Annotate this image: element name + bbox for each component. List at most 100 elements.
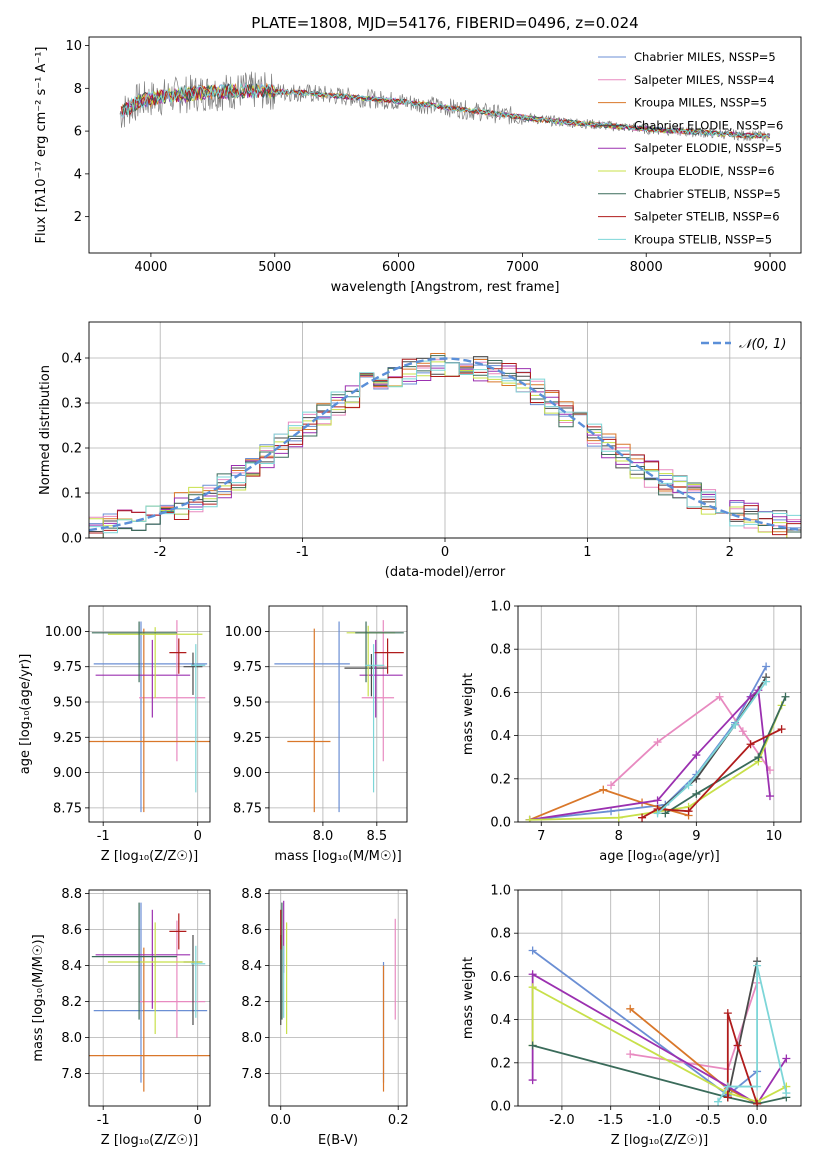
axes-frame xyxy=(517,605,802,823)
weight-marker-7 xyxy=(777,725,786,734)
x-tick-label: -2.0 xyxy=(549,1113,574,1128)
weight-marker-5 xyxy=(528,983,537,992)
y-tick-label: 0.0 xyxy=(490,816,511,831)
error-bars xyxy=(274,620,404,813)
weight-marker-0 xyxy=(762,662,771,671)
y-tick-label: 9.75 xyxy=(53,660,82,675)
error-bars xyxy=(280,900,396,1092)
mass-vs-metallicity-panel: -1 0 7.8 8.0 8.2 8.4 8.6 8.8 Z [log₁₀(Z/Z☉)] mass… xyxy=(31,887,211,1148)
y-tick-label: 8.2 xyxy=(241,995,262,1010)
x-tick-label: -1 xyxy=(296,545,309,560)
weight-line-7 xyxy=(726,1012,758,1105)
y-tick-label: 0.2 xyxy=(61,442,82,457)
x-tick-label: 5000 xyxy=(258,260,291,275)
mass-vs-ebv-panel: 0.0 0.2 7.8 8.0 8.2 8.4 8.6 8.8 E(B-V) xyxy=(241,887,408,1148)
weight-marker-7 xyxy=(733,1041,742,1050)
weight-marker-7 xyxy=(746,740,755,749)
y-tick-label: 8.6 xyxy=(61,923,82,938)
weight-marker-7 xyxy=(723,1093,732,1102)
error-bars xyxy=(89,620,210,813)
weight-marker-4 xyxy=(653,796,662,805)
mass-weight-vs-age-panel: 7 8 9 10 0.0 0.2 0.4 0.6 0.8 1.0 age [log₁₀(age/yr… xyxy=(461,600,802,864)
weight-line-6 xyxy=(664,696,787,815)
x-tick-label: 10 xyxy=(766,829,783,844)
axes-frame xyxy=(88,36,802,254)
weight-marker-8 xyxy=(684,781,693,790)
y-tick-label: 8.8 xyxy=(61,887,82,902)
x-tick-label: 7 xyxy=(537,829,545,844)
y-tick-label: 9.00 xyxy=(53,766,82,781)
mass-weight-vs-metallicity-panel: -2.0 -1.5 -1.0 -0.5 0.0 0.0 0.2 0.4 0.6 0.8 1.0 Z [… xyxy=(461,884,802,1148)
axes-frame xyxy=(88,321,802,539)
histogram-steps xyxy=(89,352,801,538)
x-tick-label: 8 xyxy=(615,829,623,844)
legend-entry: Salpeter STELIB, NSSP=6 xyxy=(634,210,780,224)
x-tick-label: 7000 xyxy=(506,260,539,275)
x-tick-label: -1 xyxy=(97,1113,110,1128)
weight-line-8 xyxy=(656,681,767,815)
x-tick-label: 0 xyxy=(194,1113,202,1128)
y-tick-label: 0.4 xyxy=(490,729,511,744)
y-tick-label: 8.75 xyxy=(53,801,82,816)
axes-frame xyxy=(517,889,802,1107)
x-axis-label: (data-model)/error xyxy=(385,565,506,580)
weight-marker-0 xyxy=(528,946,537,955)
weight-line-0 xyxy=(532,949,758,1097)
weight-marker-8 xyxy=(762,677,771,686)
y-tick-label: 0.1 xyxy=(61,487,82,502)
axes-frame xyxy=(268,605,408,823)
x-axis-label: Z [log₁₀(Z/Z☉)] xyxy=(101,849,198,864)
age-vs-mass-panel: 8.0 8.5 8.75 9.00 9.25 9.50 9.75 10.00 mass [log… xyxy=(225,605,408,864)
y-tick-label: 8.0 xyxy=(241,1031,262,1046)
y-tick-label: 1.0 xyxy=(490,600,511,615)
x-tick-label: -1.0 xyxy=(647,1113,672,1128)
legend-entry: Chabrier ELODIE, NSSP=6 xyxy=(634,118,783,132)
y-axis-label: mass weight xyxy=(461,673,476,755)
weight-marker-6 xyxy=(661,809,670,818)
spectrum-panel: PLATE=1808, MJD=54176, FIBERID=0496, z=0… xyxy=(34,14,802,295)
weight-marker-8 xyxy=(753,961,762,970)
y-tick-label: 0.4 xyxy=(490,1013,511,1028)
axes-frame xyxy=(268,889,408,1107)
y-tick-label: 0.0 xyxy=(490,1100,511,1115)
y-tick-label: 8.0 xyxy=(61,1031,82,1046)
weight-line-1 xyxy=(630,982,758,1071)
x-axis-label: wavelength [Angstrom, rest frame] xyxy=(331,280,560,295)
weight-marker-4 xyxy=(746,692,755,701)
x-tick-label: 9 xyxy=(692,829,700,844)
weight-marker-6 xyxy=(781,692,790,701)
spectrum-title: PLATE=1808, MJD=54176, FIBERID=0496, z=0… xyxy=(251,14,638,32)
model-spectrum-8 xyxy=(120,82,770,139)
x-axis-label: Z [log₁₀(Z/Z☉)] xyxy=(611,1133,708,1148)
y-tick-label: 9.25 xyxy=(53,731,82,746)
weight-marker-6 xyxy=(754,753,763,762)
y-tick-label: 10.00 xyxy=(225,625,262,640)
y-tick-label: 4 xyxy=(74,167,82,182)
y-tick-label: 0.6 xyxy=(490,970,511,985)
weight-line-5 xyxy=(529,705,783,821)
weight-marker-1 xyxy=(607,781,616,790)
weight-marker-7 xyxy=(723,1009,732,1018)
weight-marker-7 xyxy=(684,807,693,816)
y-tick-label: 8.8 xyxy=(241,887,262,902)
x-tick-label: 0.0 xyxy=(747,1113,768,1128)
legend-entry: Kroupa MILES, NSSP=5 xyxy=(634,96,767,110)
y-axis-label: mass weight xyxy=(461,957,476,1039)
weight-marker-4 xyxy=(765,792,774,801)
y-axis-label: mass [log₁₀(M/M☉)] xyxy=(31,934,46,1061)
weight-lines xyxy=(528,946,791,1106)
weight-marker-7 xyxy=(753,1099,762,1106)
weight-marker-1 xyxy=(715,692,724,701)
residual-histogram-panel: -2 -1 0 1 2 0.0 0.1 0.2 0.3 0.4 (data-model)/error… xyxy=(38,321,802,580)
x-tick-label: 1 xyxy=(583,545,591,560)
weight-marker-8 xyxy=(723,1082,732,1091)
y-tick-label: 1.0 xyxy=(490,884,511,899)
x-axis-label: age [log₁₀(age/yr)] xyxy=(599,849,720,864)
weight-marker-5 xyxy=(614,813,623,822)
y-tick-label: 0.0 xyxy=(61,532,82,547)
y-tick-label: 10.00 xyxy=(45,625,82,640)
weight-marker-1 xyxy=(738,727,747,736)
weight-line-0 xyxy=(529,666,767,821)
axes-frame xyxy=(88,605,211,823)
x-axis-label: E(B-V) xyxy=(318,1133,358,1148)
